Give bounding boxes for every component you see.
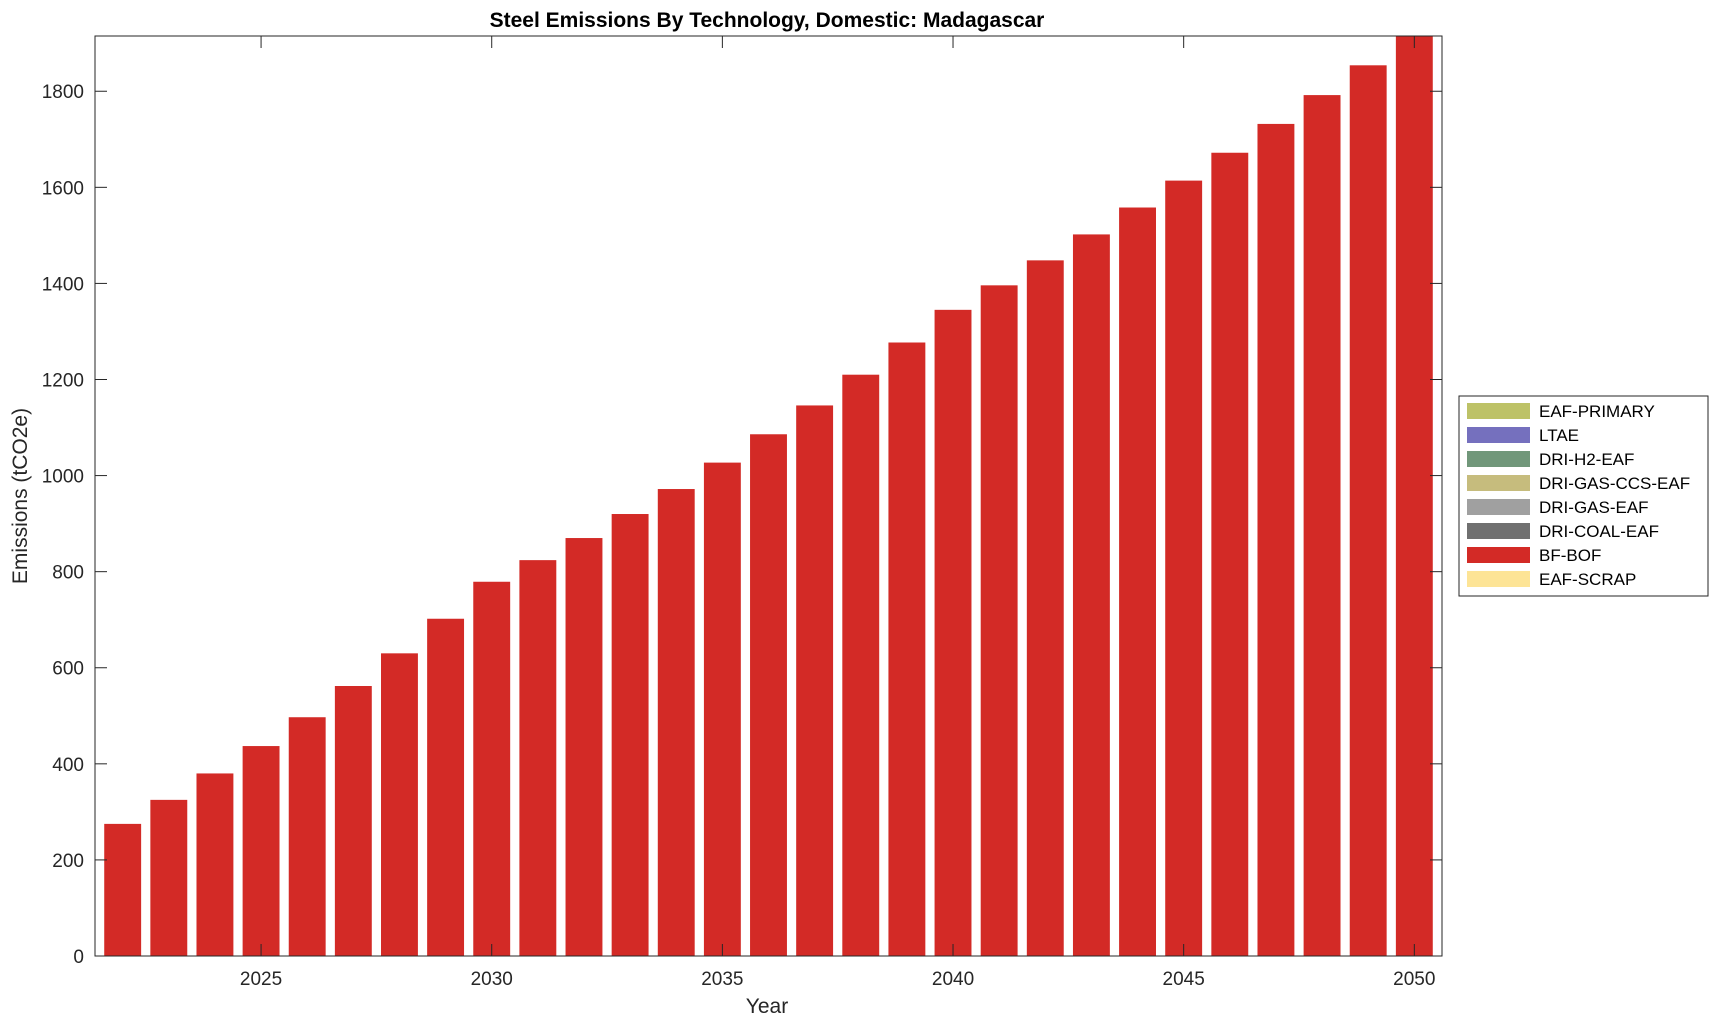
y-axis-title: Emissions (tCO2e) — [9, 408, 32, 584]
x-tick-label: 2025 — [240, 969, 282, 990]
bar-bf-bof-2023 — [150, 799, 188, 956]
legend-swatch-eaf-primary — [1467, 403, 1530, 419]
y-tick-label: 200 — [52, 851, 84, 872]
legend-label-ltae: LTAE — [1539, 426, 1579, 445]
bar-bf-bof-2039 — [888, 342, 926, 956]
bar-bf-bof-2027 — [334, 686, 372, 956]
y-tick-label: 1800 — [42, 82, 84, 103]
legend-label-dri-h2-eaf: DRI-H2-EAF — [1539, 450, 1634, 469]
y-tick-label: 1600 — [42, 178, 84, 199]
bar-bf-bof-2038 — [842, 374, 880, 956]
bar-bf-bof-2024 — [196, 773, 234, 956]
bar-bf-bof-2047 — [1257, 123, 1295, 957]
bar-bf-bof-2049 — [1349, 65, 1387, 956]
legend-swatch-eaf-scrap — [1467, 571, 1530, 587]
legend-label-eaf-primary: EAF-PRIMARY — [1539, 402, 1655, 421]
bar-bf-bof-2044 — [1119, 207, 1156, 956]
plot-frame — [94, 35, 1443, 957]
bar-bf-bof-2048 — [1303, 95, 1341, 957]
legend-swatch-dri-coal-eaf — [1467, 523, 1530, 539]
bar-bf-bof-2028 — [381, 653, 418, 956]
x-tick-label: 2040 — [932, 969, 974, 990]
y-tick-label: 1000 — [42, 467, 84, 488]
bar-bf-bof-2050 — [1395, 36, 1433, 956]
legend-swatch-dri-gas-eaf — [1467, 499, 1530, 515]
bar-bf-bof-2029 — [427, 618, 465, 956]
bar-bf-bof-2042 — [1026, 260, 1064, 956]
bar-bf-bof-2046 — [1211, 152, 1249, 956]
y-tick-label: 0 — [73, 947, 84, 968]
x-axis-title: Year — [746, 995, 788, 1018]
legend-swatch-bf-bof — [1467, 547, 1530, 563]
bar-bf-bof-2026 — [288, 717, 326, 956]
bar-bf-bof-2036 — [750, 434, 787, 956]
y-tick-label: 1400 — [42, 274, 84, 295]
bar-bf-bof-2030 — [473, 581, 511, 956]
bar-bf-bof-2032 — [565, 538, 603, 956]
bar-bf-bof-2033 — [611, 514, 649, 956]
y-tick-label: 400 — [52, 755, 84, 776]
x-tick-label: 2045 — [1163, 969, 1205, 990]
bars-layer — [104, 36, 1433, 957]
x-tick-label: 2035 — [701, 969, 743, 990]
legend-swatch-dri-h2-eaf — [1467, 451, 1530, 467]
bar-bf-bof-2025 — [242, 746, 280, 956]
legend-label-dri-gas-ccs-eaf: DRI-GAS-CCS-EAF — [1539, 474, 1690, 493]
legend-box — [1458, 395, 1709, 597]
x-tick-label: 2050 — [1393, 969, 1435, 990]
y-tick-label: 600 — [52, 659, 84, 680]
legend-label-dri-coal-eaf: DRI-COAL-EAF — [1539, 522, 1659, 541]
x-tick-label: 2030 — [471, 969, 513, 990]
legend: EAF-PRIMARY LTAE DRI-H2-EAF DRI-GAS-CCS-EAF… — [1458, 395, 1709, 597]
bar-bf-bof-2034 — [657, 489, 695, 956]
bar-bf-bof-2031 — [519, 560, 557, 956]
y-tick-label: 1200 — [42, 370, 84, 391]
bar-bf-bof-2037 — [796, 405, 834, 956]
bar-bf-bof-2043 — [1072, 234, 1110, 956]
y-tick-label: 800 — [52, 563, 84, 584]
bar-bf-bof-2022 — [104, 823, 142, 956]
bar-bf-bof-2041 — [980, 285, 1018, 957]
legend-label-dri-gas-eaf: DRI-GAS-EAF — [1539, 498, 1649, 517]
legend-swatch-ltae — [1467, 427, 1530, 443]
legend-swatch-dri-gas-ccs-eaf — [1467, 475, 1530, 491]
bar-bf-bof-2040 — [934, 309, 972, 956]
chart-title: Steel Emissions By Technology, Domestic:… — [490, 9, 1045, 32]
bar-bf-bof-2045 — [1165, 180, 1203, 957]
legend-label-bf-bof: BF-BOF — [1539, 546, 1601, 565]
legend-label-eaf-scrap: EAF-SCRAP — [1539, 570, 1636, 589]
ticks-layer: 2025 2030 2035 2040 2045 2050 0 200 400 600 800 100… — [42, 36, 1442, 990]
legend-items: EAF-PRIMARY LTAE DRI-H2-EAF DRI-GAS-CCS-EAF… — [1467, 402, 1690, 589]
bar-bf-bof-2035 — [703, 462, 741, 956]
